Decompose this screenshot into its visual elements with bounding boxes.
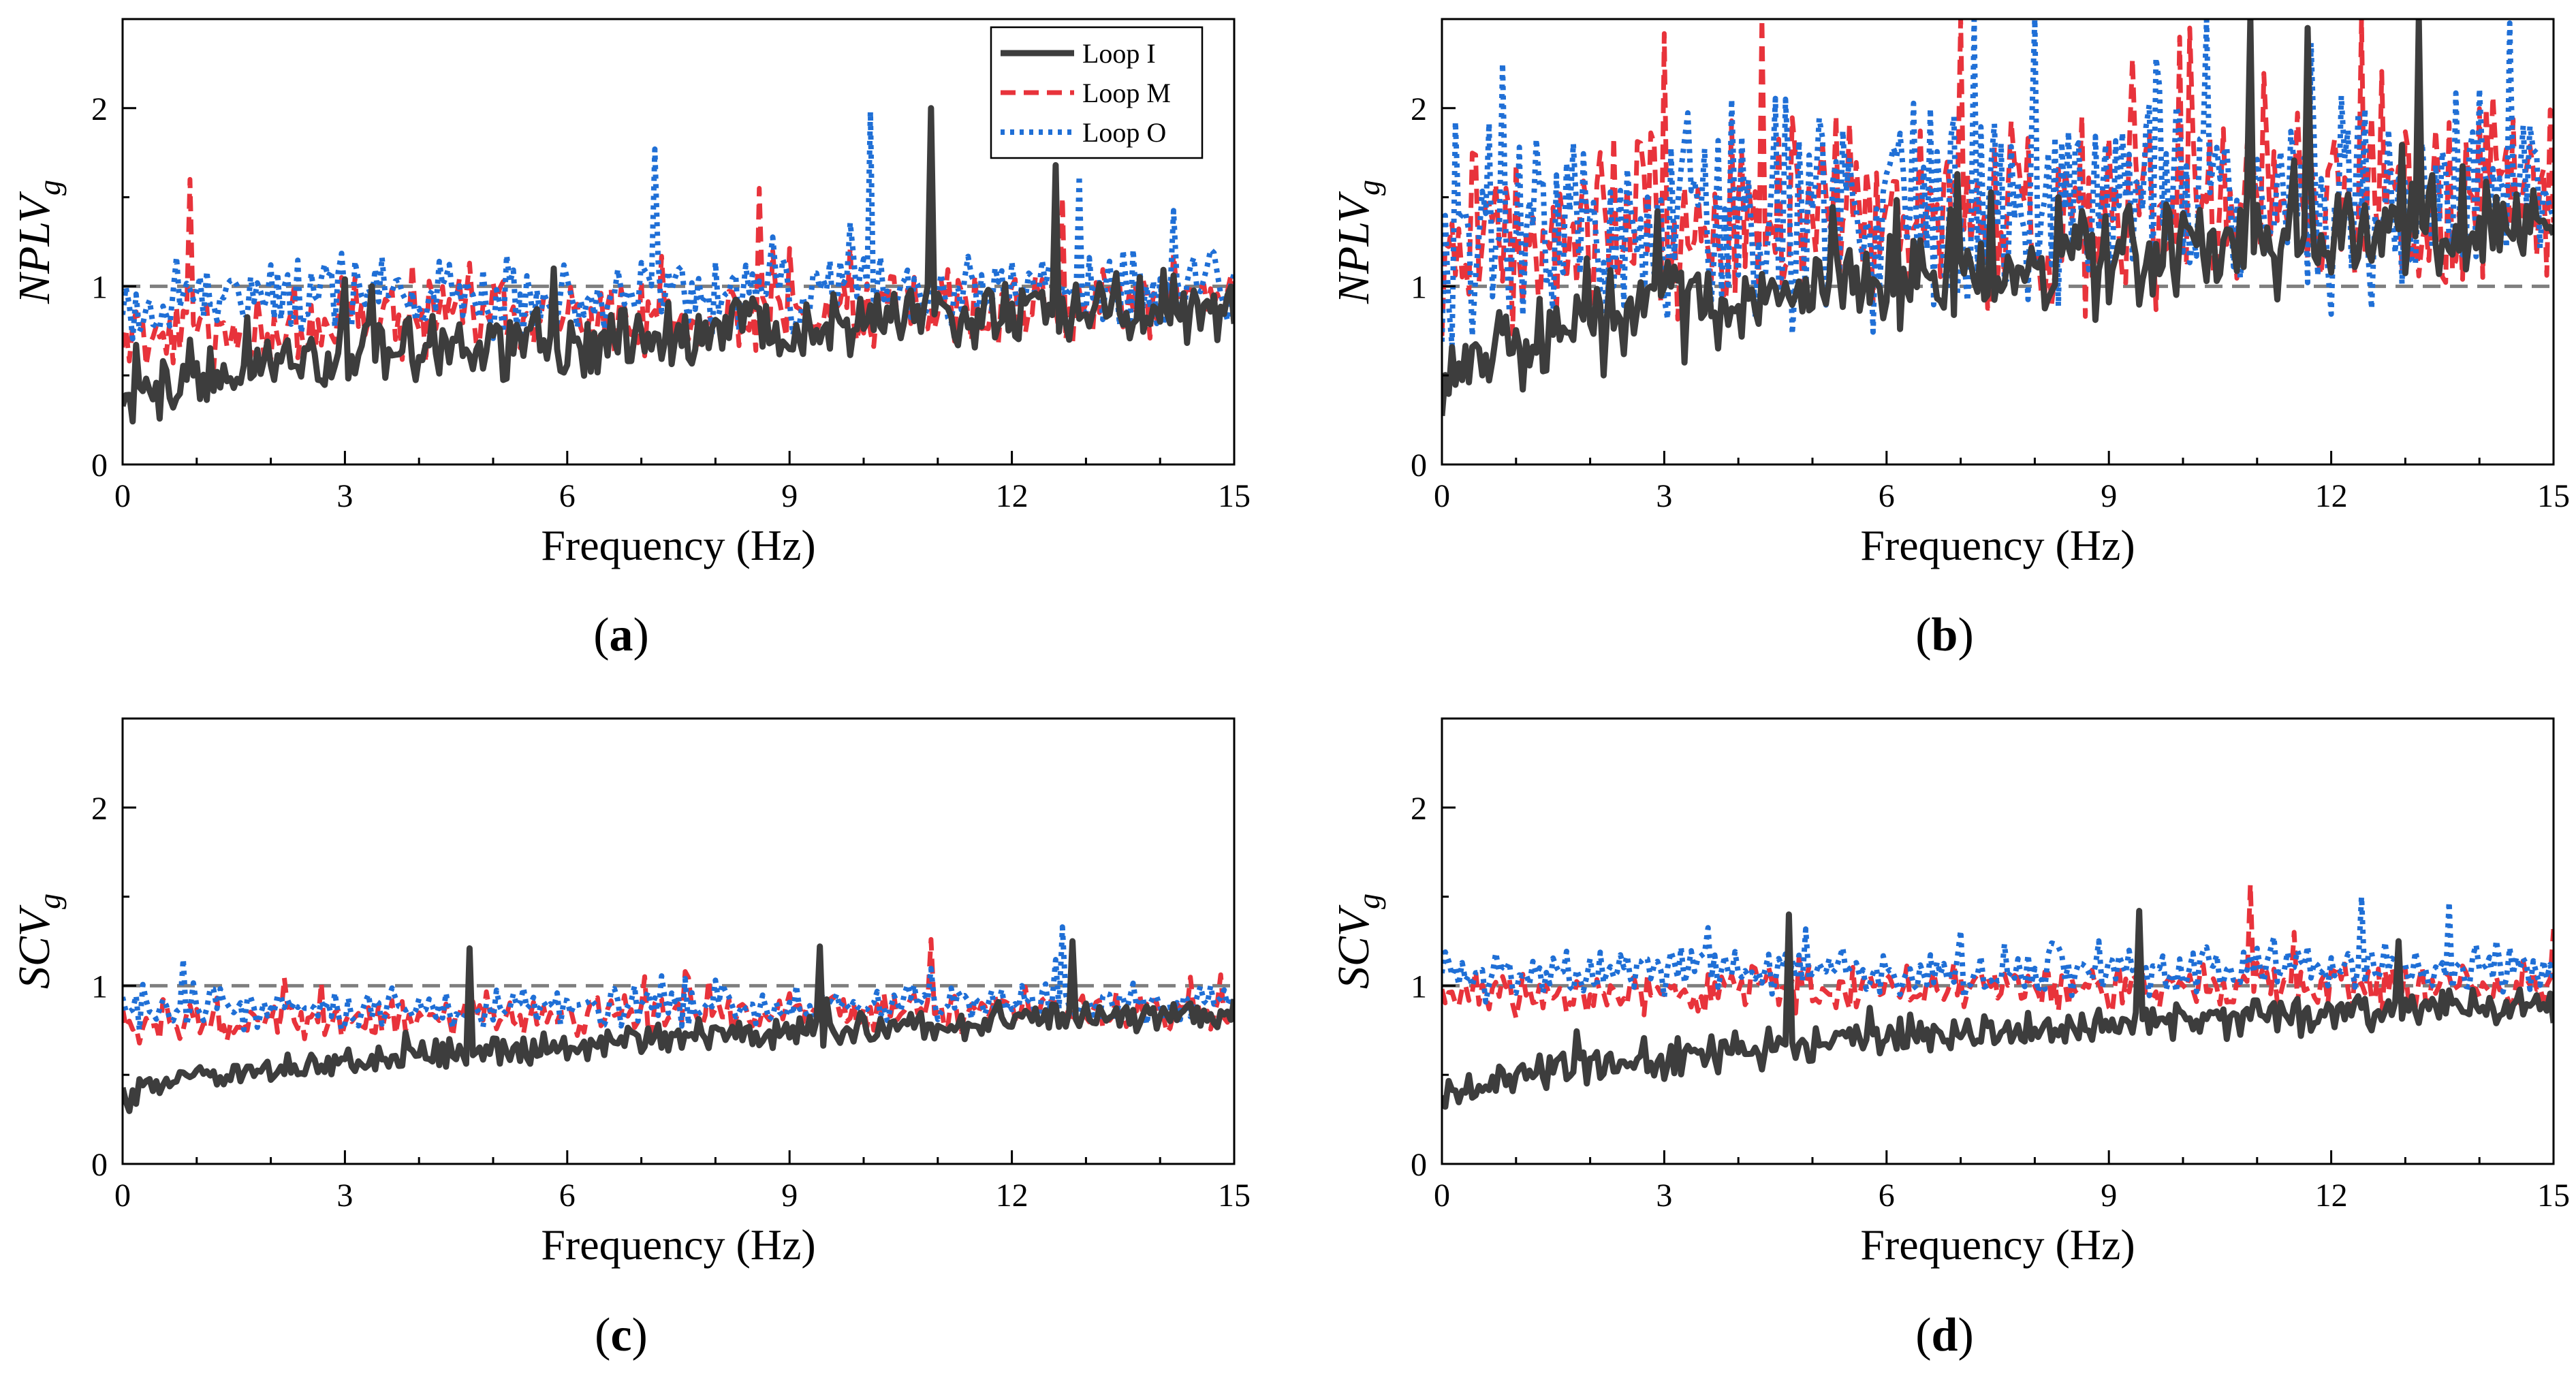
x-tick-label: 9 <box>2101 478 2117 514</box>
y-tick-label: 0 <box>1411 1147 1427 1183</box>
panel-label: (a) <box>593 609 649 661</box>
x-tick-label: 9 <box>2101 1178 2117 1214</box>
y-axis-title: SCVg <box>10 894 67 989</box>
panel-label: (d) <box>1915 1309 1974 1361</box>
y-tick-label: 0 <box>91 1147 108 1183</box>
x-tick-label: 0 <box>114 1178 131 1214</box>
x-axis-title: Frequency (Hz) <box>1860 521 2135 569</box>
x-tick-label: 6 <box>1879 1178 1895 1214</box>
y-tick-label: 1 <box>1411 968 1427 1005</box>
series-line-loop-i <box>1442 19 2554 416</box>
x-tick-label: 0 <box>114 478 131 514</box>
legend-label: Loop O <box>1082 117 1166 148</box>
y-axis-title: NPLVg <box>10 180 67 304</box>
x-tick-label: 6 <box>1879 478 1895 514</box>
x-tick-label: 15 <box>1218 478 1251 514</box>
plot-frame <box>1441 18 2555 466</box>
series-line-loop-o <box>123 109 1234 342</box>
legend-label: Loop M <box>1082 78 1171 108</box>
y-tick-label: 0 <box>1411 447 1427 484</box>
x-tick-label: 9 <box>781 478 798 514</box>
x-tick-label: 15 <box>2537 478 2570 514</box>
x-tick-label: 15 <box>2537 1178 2570 1214</box>
x-tick-label: 15 <box>1218 1178 1251 1214</box>
legend: Loop I Loop M Loop O <box>990 26 1204 159</box>
y-tick-label: 1 <box>1411 269 1427 305</box>
x-tick-label: 12 <box>996 478 1028 514</box>
y-tick-label: 2 <box>91 91 108 127</box>
x-axis-title: Frequency (Hz) <box>1860 1220 2135 1269</box>
panel-label: (c) <box>595 1309 648 1361</box>
series-line-loop-i <box>123 938 1234 1114</box>
x-tick-label: 12 <box>2315 1178 2348 1214</box>
panel-label: (b) <box>1915 609 1974 661</box>
series-line-loop-o <box>1442 894 2554 1005</box>
series-line-loop-m <box>1442 881 2554 1020</box>
x-tick-label: 12 <box>2315 478 2348 514</box>
y-tick-label: 1 <box>91 269 108 305</box>
y-tick-label: 2 <box>1411 91 1427 127</box>
series-line-loop-m <box>123 936 1234 1046</box>
x-tick-label: 3 <box>1656 478 1672 514</box>
y-tick-label: 2 <box>1411 791 1427 827</box>
y-tick-label: 1 <box>91 968 108 1005</box>
plot-frame <box>121 717 1236 1165</box>
legend-label: Loop I <box>1082 38 1156 69</box>
x-tick-label: 3 <box>336 1178 353 1214</box>
x-tick-label: 3 <box>336 478 353 514</box>
y-axis-title: SCVg <box>1329 894 1386 989</box>
plot-frame <box>121 18 1236 466</box>
x-tick-label: 6 <box>559 478 576 514</box>
x-tick-label: 9 <box>781 1178 798 1214</box>
x-axis-title: Frequency (Hz) <box>541 1220 815 1269</box>
series-line-loop-i <box>123 105 1234 425</box>
plot-frame <box>1441 717 2555 1165</box>
x-tick-label: 0 <box>1434 478 1450 514</box>
y-tick-label: 0 <box>91 447 108 484</box>
x-tick-label: 3 <box>1656 1178 1672 1214</box>
x-tick-label: 0 <box>1434 1178 1450 1214</box>
y-axis-title: NPLVg <box>1329 180 1386 304</box>
x-tick-label: 12 <box>996 1178 1028 1214</box>
series-line-loop-m <box>1442 19 2554 337</box>
x-tick-label: 6 <box>559 1178 576 1214</box>
y-tick-label: 2 <box>91 791 108 827</box>
x-axis-title: Frequency (Hz) <box>541 521 815 569</box>
series-line-loop-i <box>1442 908 2554 1110</box>
